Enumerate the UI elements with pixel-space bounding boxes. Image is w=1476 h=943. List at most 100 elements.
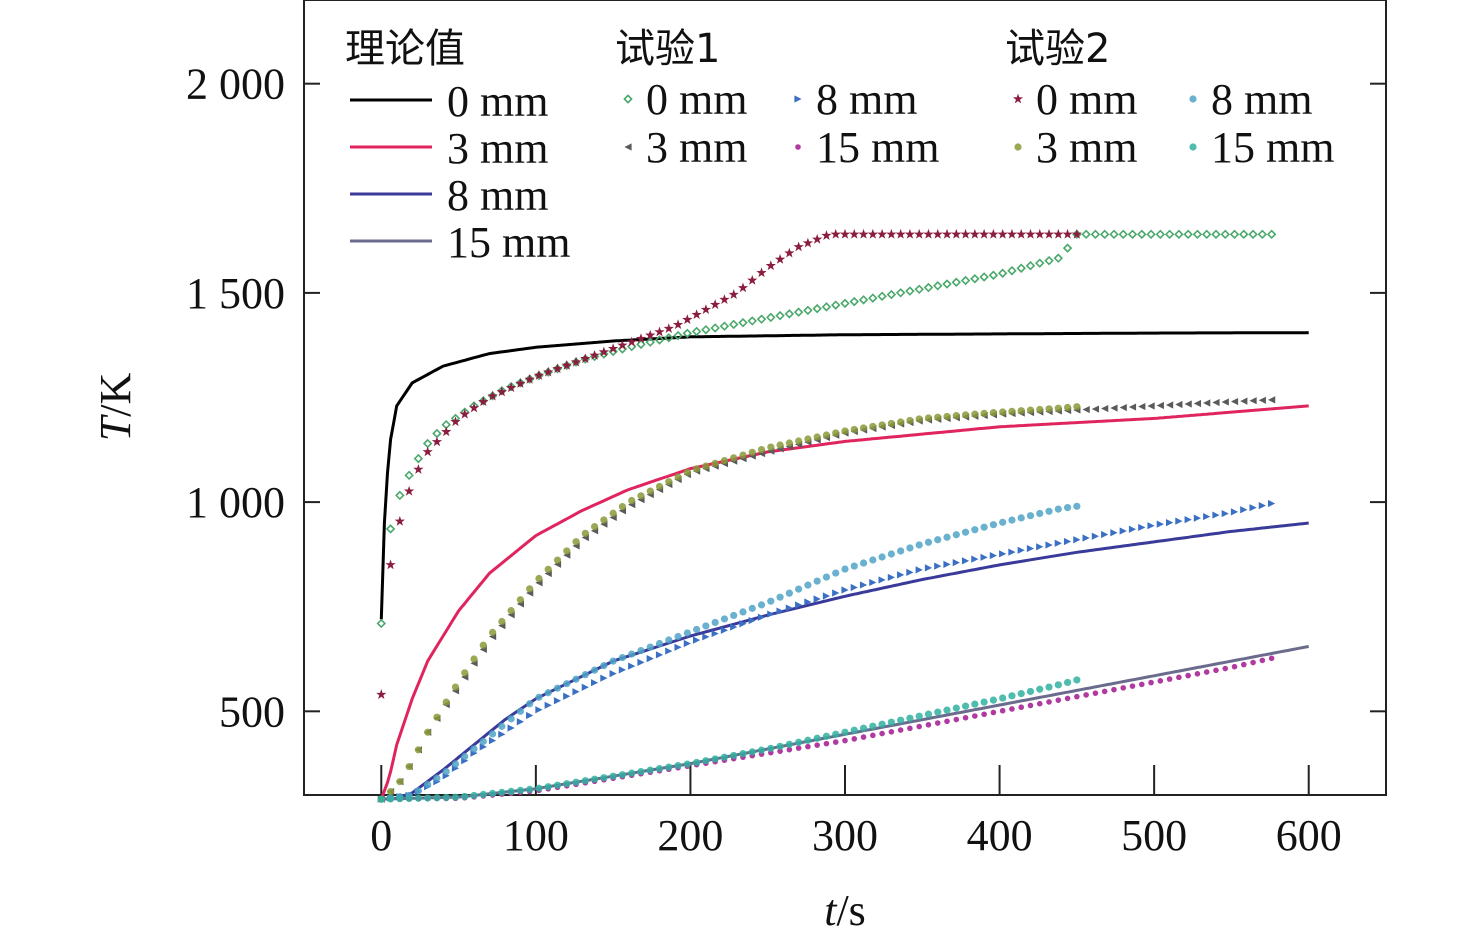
point-test2-3mm: [1063, 403, 1072, 412]
point-test1-8mm: [507, 724, 515, 732]
point-test1-0mm: [599, 349, 609, 359]
legend-marker-test2: [1189, 95, 1197, 103]
point-test2-15mm: [535, 784, 543, 792]
point-test2-15mm: [507, 787, 515, 796]
point-test2-3mm: [563, 547, 571, 555]
point-test2-3mm: [785, 439, 793, 447]
point-test1-8mm: [1119, 527, 1127, 535]
point-test1-0mm: [1044, 255, 1054, 266]
point-test1-8mm: [637, 658, 645, 666]
legend-label-test2: 8 mm: [1211, 75, 1312, 124]
series-layer: [376, 228, 1309, 803]
point-test1-8mm: [1045, 541, 1053, 549]
point-test2-15mm: [711, 755, 719, 763]
point-test1-0mm: [895, 288, 906, 298]
point-test1-0mm: [413, 453, 424, 464]
point-test1-8mm: [646, 654, 654, 663]
point-test2-0mm: [1071, 228, 1082, 239]
point-test2-0mm: [431, 436, 443, 447]
point-test2-8mm: [989, 521, 997, 529]
point-test2-3mm: [637, 492, 645, 500]
point-test1-0mm: [747, 316, 757, 326]
y-tick-label: 1 000: [186, 478, 285, 527]
point-test1-15mm: [1138, 681, 1145, 688]
point-test2-15mm: [952, 704, 960, 712]
point-test1-8mm: [980, 553, 988, 561]
point-test1-0mm: [478, 396, 489, 406]
point-test2-0mm: [524, 373, 535, 384]
point-test1-0mm: [673, 330, 683, 341]
point-test2-3mm: [655, 482, 664, 491]
point-test1-0mm: [738, 317, 748, 328]
point-test2-15mm: [405, 794, 413, 803]
point-test1-0mm: [914, 284, 924, 295]
point-test2-0mm: [561, 360, 572, 370]
point-test1-0mm: [1118, 229, 1128, 240]
point-test1-0mm: [923, 282, 934, 293]
point-test1-0mm: [1183, 229, 1193, 240]
point-test2-15mm: [396, 795, 404, 803]
point-test2-8mm: [470, 745, 478, 753]
point-test1-15mm: [805, 743, 811, 750]
point-test2-3mm: [878, 421, 886, 429]
point-test1-0mm: [1146, 229, 1156, 240]
point-test1-0mm: [1137, 229, 1147, 240]
point-test1-0mm: [970, 274, 980, 284]
point-test2-15mm: [999, 694, 1007, 702]
point-test2-15mm: [451, 793, 460, 801]
series-theory-3mm: [379, 404, 1309, 800]
point-test2-15mm: [563, 780, 571, 788]
point-test1-8mm: [600, 674, 608, 682]
point-test1-15mm: [1101, 688, 1108, 695]
point-test1-15mm: [1268, 655, 1275, 662]
point-test2-8mm: [581, 671, 589, 679]
point-test1-8mm: [943, 560, 951, 568]
x-axis-label-var: t: [824, 886, 838, 935]
point-test1-0mm: [682, 328, 693, 339]
point-test2-15mm: [433, 794, 441, 802]
point-test2-8mm: [516, 707, 525, 715]
point-test2-0mm: [951, 228, 962, 239]
point-test2-15mm: [618, 771, 627, 779]
x-axis-label-unit: /s: [836, 886, 865, 935]
point-test2-8mm: [637, 646, 645, 655]
point-test1-15mm: [1176, 674, 1182, 681]
point-test2-0mm: [598, 346, 609, 357]
point-test2-0mm: [450, 416, 461, 427]
point-test2-8mm: [414, 787, 422, 795]
point-test2-8mm: [906, 544, 914, 552]
point-test2-8mm: [822, 573, 831, 581]
point-test2-3mm: [702, 462, 710, 470]
point-test2-3mm: [906, 416, 914, 425]
point-test2-0mm: [385, 559, 396, 570]
point-test2-0mm: [478, 396, 489, 407]
point-test2-15mm: [646, 766, 654, 774]
point-test2-15mm: [424, 794, 432, 802]
point-test1-0mm: [979, 272, 989, 282]
point-test2-3mm: [711, 459, 719, 467]
point-test1-8mm: [859, 581, 868, 589]
point-test2-8mm: [961, 528, 970, 536]
point-test1-8mm: [822, 592, 831, 600]
legend-marker-test1: [794, 95, 802, 103]
point-test2-15mm: [488, 789, 497, 798]
point-test1-0mm: [1099, 229, 1110, 240]
point-test2-8mm: [711, 618, 719, 627]
point-test2-3mm: [693, 465, 701, 473]
point-test2-15mm: [665, 763, 673, 771]
legend-label-theory: 15 mm: [447, 218, 570, 267]
point-test1-0mm: [1007, 265, 1017, 276]
point-test2-3mm: [665, 478, 673, 486]
point-test1-3mm: [1212, 398, 1220, 407]
point-test2-15mm: [1017, 690, 1025, 698]
point-test1-15mm: [1046, 699, 1052, 705]
legend-title-test2: 试验2: [1005, 26, 1110, 72]
point-test2-0mm: [941, 228, 953, 239]
point-test1-0mm: [691, 326, 702, 337]
point-test1-0mm: [1266, 229, 1277, 240]
point-test1-0mm: [1164, 229, 1175, 240]
point-test2-15mm: [795, 738, 803, 746]
point-test2-8mm: [897, 547, 905, 555]
point-test2-3mm: [479, 641, 487, 649]
point-test2-3mm: [1073, 403, 1081, 411]
